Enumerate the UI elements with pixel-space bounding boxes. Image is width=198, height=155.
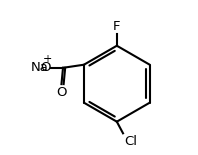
Text: Na: Na <box>31 61 49 74</box>
Text: F: F <box>113 20 121 33</box>
Text: O: O <box>40 61 51 74</box>
Text: +: + <box>43 54 51 64</box>
Text: O: O <box>56 86 67 99</box>
Text: Cl: Cl <box>124 135 137 148</box>
Text: −: − <box>43 54 52 64</box>
